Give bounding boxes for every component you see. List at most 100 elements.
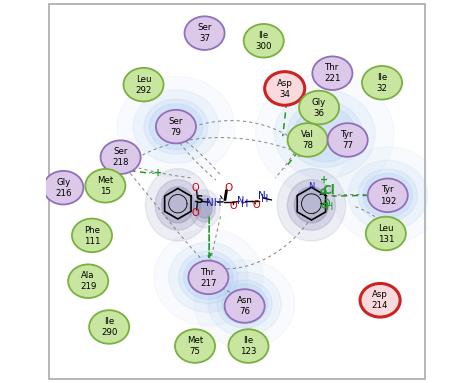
Text: Leu: Leu xyxy=(136,75,151,84)
Text: Ser: Ser xyxy=(113,147,128,156)
Ellipse shape xyxy=(154,229,263,326)
Ellipse shape xyxy=(217,280,272,328)
Text: 300: 300 xyxy=(255,42,272,51)
Text: Val: Val xyxy=(301,130,314,139)
Text: N: N xyxy=(237,196,245,206)
Ellipse shape xyxy=(169,242,248,313)
Text: 36: 36 xyxy=(313,109,325,118)
Ellipse shape xyxy=(328,123,368,157)
Ellipse shape xyxy=(208,272,281,336)
Ellipse shape xyxy=(287,180,336,230)
Text: Met: Met xyxy=(97,176,113,185)
Text: 15: 15 xyxy=(100,187,111,196)
Text: Ala: Ala xyxy=(82,271,95,280)
Text: Thr: Thr xyxy=(201,267,216,277)
Ellipse shape xyxy=(189,190,220,228)
Text: Gly: Gly xyxy=(56,178,71,187)
Text: 292: 292 xyxy=(135,86,152,95)
Ellipse shape xyxy=(348,160,428,231)
Text: 290: 290 xyxy=(101,328,118,337)
Ellipse shape xyxy=(360,283,400,317)
Text: 77: 77 xyxy=(342,141,353,150)
Text: H: H xyxy=(241,199,249,209)
Text: Asn: Asn xyxy=(237,296,253,305)
Text: Ser: Ser xyxy=(197,23,212,32)
Ellipse shape xyxy=(156,110,196,143)
Text: NH: NH xyxy=(206,198,221,208)
Ellipse shape xyxy=(194,195,215,222)
Text: Cl: Cl xyxy=(322,184,335,197)
Ellipse shape xyxy=(183,255,233,299)
Text: +: + xyxy=(246,294,255,304)
Ellipse shape xyxy=(68,264,108,298)
Ellipse shape xyxy=(312,56,353,90)
Text: 75: 75 xyxy=(190,347,201,356)
Text: Asp: Asp xyxy=(277,79,292,88)
Ellipse shape xyxy=(89,310,129,344)
Ellipse shape xyxy=(133,90,219,163)
Ellipse shape xyxy=(255,74,394,195)
Ellipse shape xyxy=(179,251,238,304)
Text: Ile: Ile xyxy=(259,31,269,40)
Text: Phe: Phe xyxy=(84,226,100,234)
Text: 34: 34 xyxy=(279,90,290,99)
Text: 217: 217 xyxy=(200,278,217,288)
Ellipse shape xyxy=(184,16,225,50)
Ellipse shape xyxy=(363,173,412,217)
Ellipse shape xyxy=(117,76,235,177)
Ellipse shape xyxy=(85,169,126,203)
Ellipse shape xyxy=(358,169,418,222)
Ellipse shape xyxy=(197,199,212,218)
Text: Asp: Asp xyxy=(372,290,388,300)
Text: 78: 78 xyxy=(302,141,313,150)
Ellipse shape xyxy=(228,329,268,363)
Text: 111: 111 xyxy=(84,237,100,246)
Ellipse shape xyxy=(194,260,295,348)
Text: H: H xyxy=(326,202,333,212)
Ellipse shape xyxy=(366,217,406,250)
Text: 123: 123 xyxy=(240,347,257,356)
Text: H: H xyxy=(261,194,269,204)
Text: O: O xyxy=(191,208,199,218)
Text: 218: 218 xyxy=(112,159,129,167)
Text: Met: Met xyxy=(187,336,203,345)
Ellipse shape xyxy=(146,169,210,241)
Text: N: N xyxy=(257,192,265,201)
Text: O: O xyxy=(322,199,330,209)
Ellipse shape xyxy=(288,123,328,157)
Ellipse shape xyxy=(144,99,208,154)
Text: 219: 219 xyxy=(80,282,96,291)
Text: 79: 79 xyxy=(171,128,182,137)
Ellipse shape xyxy=(222,284,267,324)
Ellipse shape xyxy=(362,66,402,100)
Text: O: O xyxy=(253,200,260,210)
Text: 37: 37 xyxy=(199,34,210,43)
Text: Tyr: Tyr xyxy=(382,185,394,195)
FancyBboxPatch shape xyxy=(49,4,425,379)
Text: Leu: Leu xyxy=(378,224,393,232)
Text: N: N xyxy=(308,182,315,192)
Text: 214: 214 xyxy=(372,301,388,311)
Text: O: O xyxy=(191,183,199,193)
Ellipse shape xyxy=(294,187,328,223)
Ellipse shape xyxy=(299,91,339,124)
Ellipse shape xyxy=(333,147,442,244)
Ellipse shape xyxy=(123,68,164,101)
Text: 76: 76 xyxy=(239,307,250,316)
Text: 32: 32 xyxy=(376,84,388,93)
Ellipse shape xyxy=(175,329,215,363)
Ellipse shape xyxy=(225,289,264,323)
Text: +: + xyxy=(295,149,303,159)
Text: Thr: Thr xyxy=(325,63,339,72)
Text: +: + xyxy=(320,175,328,185)
Ellipse shape xyxy=(274,90,375,178)
Text: 221: 221 xyxy=(324,74,341,83)
Ellipse shape xyxy=(149,104,203,149)
Ellipse shape xyxy=(287,101,363,167)
Ellipse shape xyxy=(43,171,83,205)
Text: +: + xyxy=(154,168,162,178)
Text: Ile: Ile xyxy=(104,317,114,326)
Text: S: S xyxy=(195,195,203,205)
Text: ~: ~ xyxy=(148,169,156,179)
Ellipse shape xyxy=(188,260,228,294)
